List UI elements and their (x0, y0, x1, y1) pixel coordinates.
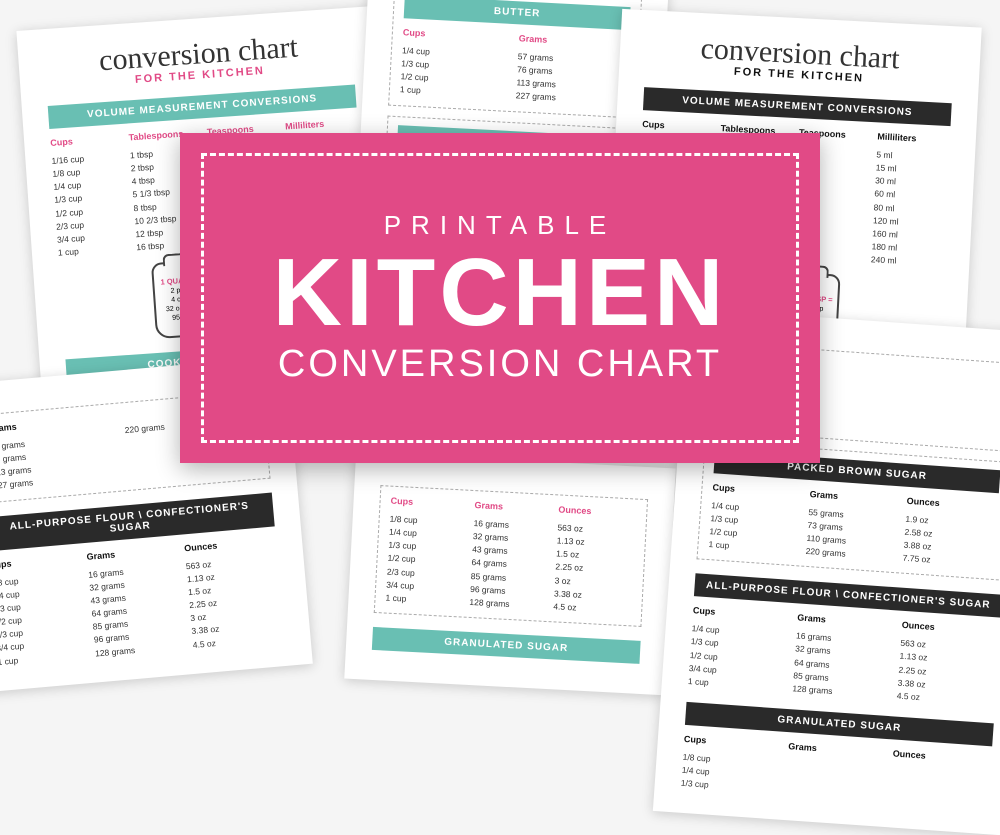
flour-table-c: Cups 1/8 cup1/4 cup1/3 cup1/2 cup2/3 cup… (385, 495, 636, 618)
banner-line3: CONVERSION CHART (278, 343, 722, 386)
banner-line1: PRINTABLE (384, 210, 617, 241)
band-gran-sugar: GRANULATED SUGAR (372, 627, 641, 664)
butter-table: Cups 1/4 cup1/3 cup1/2 cup1 cup Grams 57… (400, 26, 629, 108)
gran-sugar-r: Cups 1/8 cup1/4 cup1/3 cup Grams Ounces (680, 733, 991, 812)
hero-banner-inner: PRINTABLE KITCHEN CONVERSION CHART (201, 153, 799, 443)
brown-sugar-r: Cups 1/4 cup1/3 cup1/2 cup1 cup Grams 55… (708, 481, 998, 571)
sheet-bottom-center: Cups 1/8 cup1/4 cup1/3 cup1/2 cup2/3 cup… (344, 452, 675, 696)
hero-banner: PRINTABLE KITCHEN CONVERSION CHART (180, 133, 820, 463)
flour-table-bl: Cups 1/8 cup1/4 cup1/3 cup1/2 cup2/3 cup… (0, 534, 285, 669)
band-butter: BUTTER (404, 0, 631, 30)
flour-table-r: Cups 1/4 cup1/3 cup1/2 cup3/4 cup1 cup G… (687, 604, 1000, 709)
banner-line2: KITCHEN (273, 245, 728, 341)
